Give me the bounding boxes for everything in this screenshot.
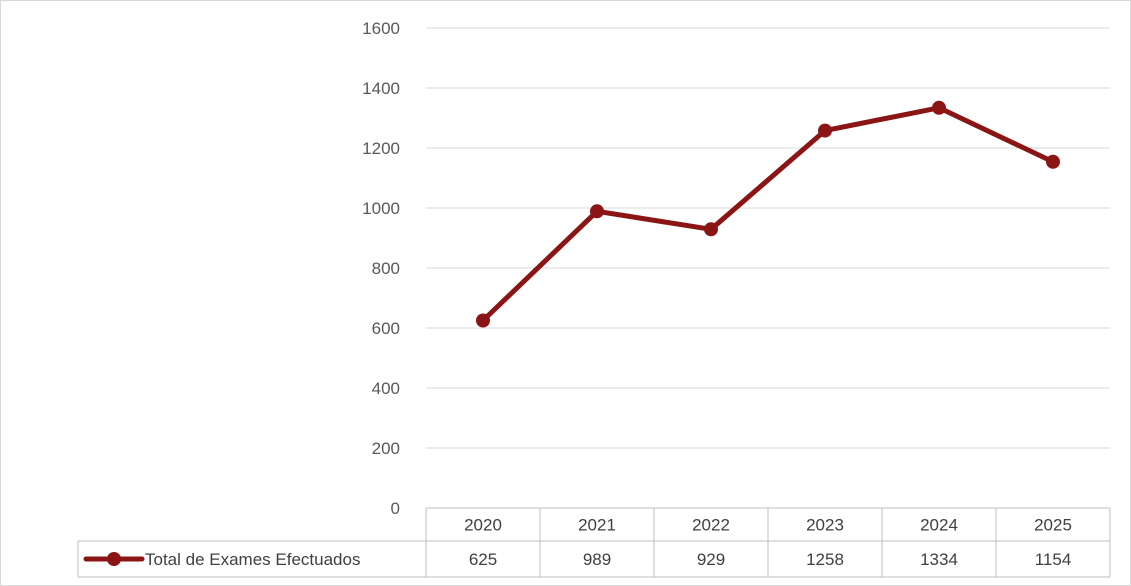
y-tick-label-200: 200 — [372, 439, 400, 458]
x-category-label-2024: 2024 — [920, 516, 958, 535]
table-value-2020: 625 — [469, 550, 497, 569]
series-layer — [476, 100, 1060, 328]
y-tick-label-600: 600 — [372, 319, 400, 338]
data-point-2024 — [932, 100, 946, 115]
table-value-2024: 1334 — [920, 550, 958, 569]
series-line-0 — [480, 105, 1056, 323]
table-value-2022: 929 — [697, 550, 725, 569]
gridlines — [426, 27, 1110, 449]
table-value-2021: 989 — [583, 550, 611, 569]
y-tick-label-0: 0 — [391, 499, 400, 518]
data-point-2022 — [704, 222, 718, 237]
data-point-2023 — [818, 123, 832, 138]
y-tick-label-800: 800 — [372, 259, 400, 278]
x-category-label-2022: 2022 — [692, 516, 730, 535]
data-table: 2020 2021 2022 2023 2024 2025 625 989 929 1258 133… — [77, 507, 1111, 578]
y-axis-ticks: 0 200 400 600 800 1000 1200 1400 1600 — [362, 19, 400, 518]
y-tick-label-1400: 1400 — [362, 79, 400, 98]
y-tick-label-1600: 1600 — [362, 19, 400, 38]
y-tick-label-1000: 1000 — [362, 199, 400, 218]
data-point-2025 — [1046, 154, 1060, 169]
table-value-2023: 1258 — [806, 550, 844, 569]
x-category-label-2025: 2025 — [1034, 516, 1072, 535]
x-category-label-2023: 2023 — [806, 516, 844, 535]
data-point-2020 — [476, 313, 490, 328]
y-tick-label-1200: 1200 — [362, 139, 400, 158]
x-category-label-2020: 2020 — [464, 516, 502, 535]
y-tick-label-400: 400 — [372, 379, 400, 398]
x-category-label-2021: 2021 — [578, 516, 616, 535]
legend-marker-icon — [107, 552, 121, 566]
data-point-2021 — [590, 204, 604, 219]
legend-series-label: Total de Exames Efectuados — [145, 550, 360, 569]
table-value-2025: 1154 — [1035, 550, 1072, 569]
